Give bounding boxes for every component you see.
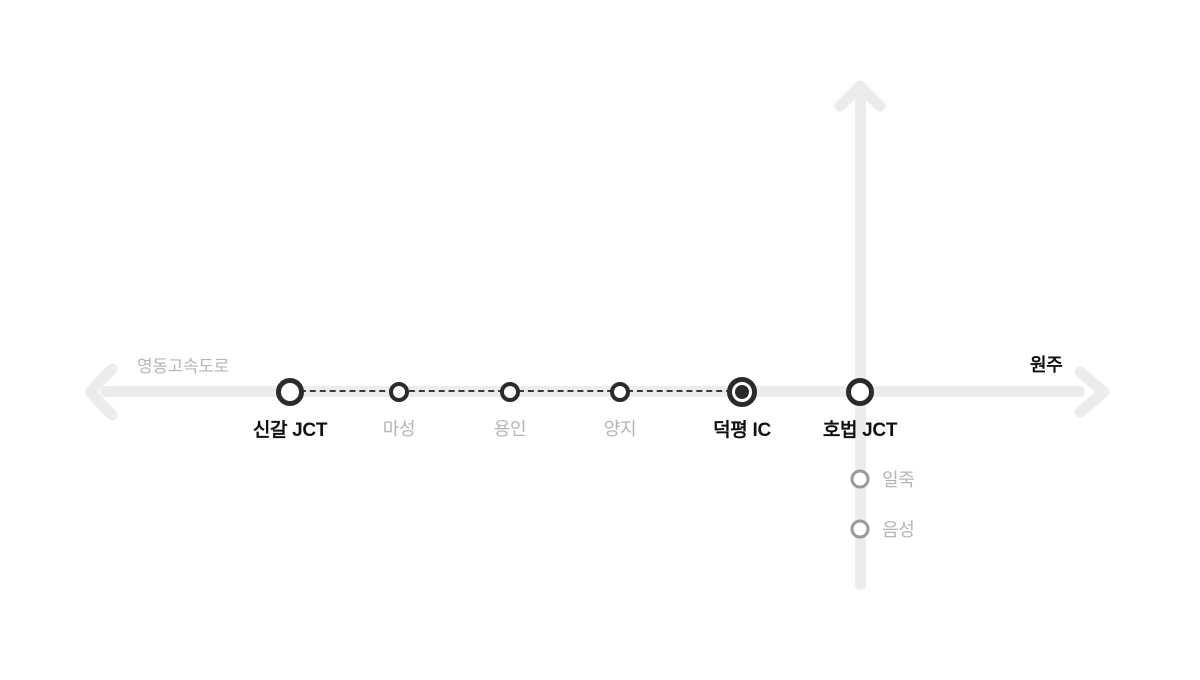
right-destination-label: 원주 xyxy=(1030,355,1063,375)
highway-name-label: 영동고속도로 xyxy=(137,357,230,376)
station-node-hobeop-jct[interactable] xyxy=(846,378,874,406)
station-node-yangji[interactable] xyxy=(610,382,630,402)
station-label-deokpyeong-ic: 덕평 IC xyxy=(713,420,771,441)
station-node-deokpyeong-ic-selected[interactable] xyxy=(727,377,757,407)
station-label-singal-jct: 신갈 JCT xyxy=(252,420,328,441)
station-node-maseong[interactable] xyxy=(389,382,409,402)
station-label-maseong: 마성 xyxy=(382,419,416,439)
station-node-eumseong[interactable] xyxy=(850,519,870,539)
station-label-hobeop-jct: 호법 JCT xyxy=(822,420,898,441)
station-node-iljuk[interactable] xyxy=(850,469,870,489)
station-label-yongin: 용인 xyxy=(493,419,527,439)
station-label-yangji: 양지 xyxy=(603,419,637,439)
arrow-up-icon xyxy=(832,78,888,114)
station-node-yongin[interactable] xyxy=(500,382,520,402)
vertical-branch-track-line xyxy=(855,95,866,590)
station-label-eumseong: 음성 xyxy=(882,520,915,540)
station-node-singal-jct[interactable] xyxy=(276,378,304,406)
arrow-right-icon xyxy=(1072,364,1116,420)
selected-dot xyxy=(735,385,749,399)
station-label-iljuk: 일죽 xyxy=(882,470,915,490)
arrow-left-icon xyxy=(82,360,122,424)
